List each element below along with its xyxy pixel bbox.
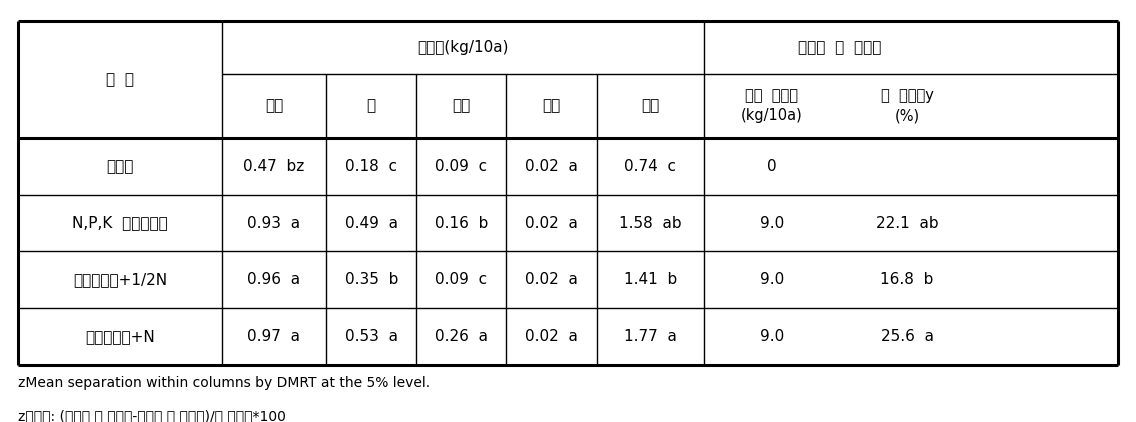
- Text: 0.02  a: 0.02 a: [525, 272, 578, 287]
- Text: 열매: 열매: [265, 98, 283, 114]
- Text: 합계: 합계: [642, 98, 660, 114]
- Text: 0.18  c: 0.18 c: [345, 159, 398, 174]
- Text: 0: 0: [767, 159, 777, 174]
- Text: 9.0: 9.0: [760, 216, 784, 230]
- Text: 9.0: 9.0: [760, 272, 784, 287]
- Text: 0.74  c: 0.74 c: [625, 159, 676, 174]
- Text: 0.02  a: 0.02 a: [525, 216, 578, 230]
- Text: 흥수량(kg/10a): 흥수량(kg/10a): [417, 40, 509, 55]
- Text: 25.6  a: 25.6 a: [880, 329, 934, 344]
- Text: 1.58  ab: 1.58 ab: [619, 216, 682, 230]
- Text: z이용율: (시비구 인 흥수량-무비구 인 흥수량)/인 공급량*100: z이용율: (시비구 인 흥수량-무비구 인 흥수량)/인 공급량*100: [18, 410, 286, 422]
- Text: 0.02  a: 0.02 a: [525, 329, 578, 344]
- Text: 0.97  a: 0.97 a: [248, 329, 300, 344]
- Text: 잎: 잎: [367, 98, 376, 114]
- Text: N,P,K  표준시비구: N,P,K 표준시비구: [73, 216, 168, 230]
- Text: 16.8  b: 16.8 b: [880, 272, 934, 287]
- Text: 0.53  a: 0.53 a: [344, 329, 398, 344]
- Text: 인산  공급량
(kg/10a): 인산 공급량 (kg/10a): [741, 89, 803, 123]
- Text: 0.35  b: 0.35 b: [344, 272, 398, 287]
- Text: 9.0: 9.0: [760, 329, 784, 344]
- Text: 1.41  b: 1.41 b: [624, 272, 677, 287]
- Text: 퐇거름작물+1/2N: 퐇거름작물+1/2N: [73, 272, 167, 287]
- Text: zMean separation within columns by DMRT at the 5% level.: zMean separation within columns by DMRT …: [18, 376, 431, 390]
- Text: 0.96  a: 0.96 a: [248, 272, 301, 287]
- Text: 1.77  a: 1.77 a: [624, 329, 677, 344]
- Text: 0.93  a: 0.93 a: [248, 216, 301, 230]
- Text: 무비구: 무비구: [107, 159, 134, 174]
- Text: 0.47  bz: 0.47 bz: [243, 159, 304, 174]
- Text: 0.09  c: 0.09 c: [435, 272, 487, 287]
- Text: 0.16  b: 0.16 b: [435, 216, 488, 230]
- Text: 인  이용류y
(%): 인 이용류y (%): [880, 89, 934, 123]
- Text: 22.1  ab: 22.1 ab: [876, 216, 938, 230]
- Text: 0.02  a: 0.02 a: [525, 159, 578, 174]
- Text: 0.26  a: 0.26 a: [435, 329, 487, 344]
- Text: 공급량  및  이용류: 공급량 및 이용류: [797, 40, 882, 55]
- Text: 듰리: 듰리: [542, 98, 561, 114]
- Text: 0.09  c: 0.09 c: [435, 159, 487, 174]
- Text: 줄기: 줄기: [452, 98, 470, 114]
- Text: 퐇거름작물+N: 퐇거름작물+N: [85, 329, 154, 344]
- Text: 쳄  리: 쳄 리: [106, 72, 134, 87]
- Text: 0.49  a: 0.49 a: [344, 216, 398, 230]
